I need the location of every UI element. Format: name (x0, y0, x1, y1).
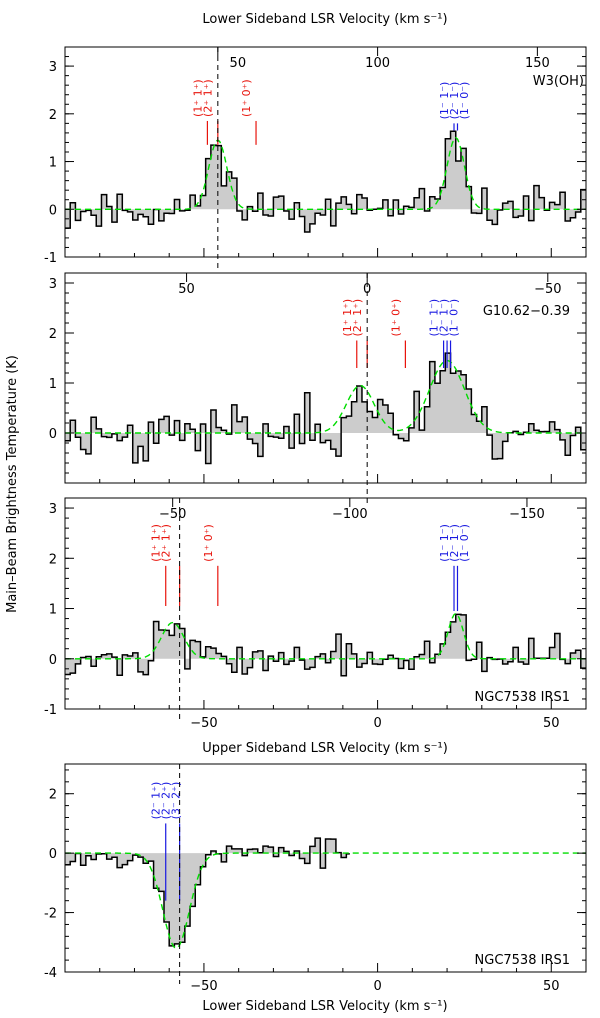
y-tick-label: 3 (49, 277, 57, 292)
y-tick-label: 1 (49, 156, 57, 171)
bottom-axis-label: Lower Sideband LSR Velocity (km s⁻¹) (202, 999, 447, 1014)
source-label: W3(OH) (533, 74, 584, 89)
fit-curve (65, 136, 586, 210)
y-tick-label: -1 (44, 251, 57, 266)
top-tick-label: −50 (159, 507, 186, 522)
y-tick-label: 3 (49, 502, 57, 517)
x-tick-label: 50 (543, 716, 560, 731)
top-tick-label: 50 (230, 56, 247, 71)
red-transition-label: (2⁺ 1⁺) (201, 79, 214, 117)
y-tick-label: 2 (49, 108, 57, 123)
spectrum-trace (65, 613, 586, 677)
red-transition-label: (1⁺ 0⁺) (389, 299, 402, 337)
top-tick-label: −50 (534, 282, 561, 297)
top-tick-label: 0 (363, 282, 371, 297)
y-tick-label: 0 (49, 653, 57, 668)
middle-axis-label: Upper Sideband LSR Velocity (km s⁻¹) (202, 741, 448, 756)
blue-transition-label: (2⁻ 1⁻) (448, 82, 461, 120)
panel-2: 0 1 2 3 50 0 −50 G10.62−0.39 (1⁺ 1⁺)(2⁺ 1⁺) (1⁺ 0… (49, 272, 587, 503)
y-tick-label: -4 (44, 966, 57, 981)
x-tick-label: 0 (373, 716, 381, 731)
x-tick-label: 0 (373, 979, 381, 994)
top-tick-label: 50 (178, 282, 195, 297)
y-tick-label: 1 (49, 377, 57, 392)
y-tick-label: 1 (49, 603, 57, 618)
spectrum-fill (65, 614, 586, 676)
spectrum-trace (65, 130, 586, 233)
x-tick-label: 50 (543, 979, 560, 994)
spectrum-trace (65, 837, 350, 947)
y-tick-label: -1 (44, 703, 57, 718)
x-tick-label: −50 (190, 716, 217, 731)
blue-transition-label: (1⁻ 1⁻) (438, 82, 451, 120)
panel-4: -4 -2 0 2 −50 0 50 NGC7538 IRS1 (2⁻ 1⁺)(2⁻ 2⁺)(3… (44, 763, 587, 994)
panel-frame (64, 497, 587, 710)
blue-transition-label: (2⁻ 2⁺) (160, 782, 173, 820)
panel-frame (64, 763, 587, 973)
y-axis-label: Main–Beam Brightness Temperature (K) (5, 355, 20, 613)
blue-transition-label: (1⁻ 0⁻) (448, 299, 461, 337)
y-tick-label: 0 (49, 847, 57, 862)
red-transition-label: (2⁺ 1⁺) (351, 299, 364, 337)
blue-transition-label: (2⁻ 1⁻) (438, 299, 451, 337)
spectrum-trace (65, 352, 586, 465)
panel-frame (64, 272, 587, 484)
y-tick-label: 2 (49, 788, 57, 803)
source-label: G10.62−0.39 (483, 304, 570, 319)
source-label: NGC7538 IRS1 (475, 953, 570, 968)
blue-transition-label: (1⁻ 1⁻) (438, 524, 451, 562)
panel-frame (64, 46, 587, 258)
red-transition-label: (1⁺ 1⁺) (150, 524, 163, 562)
blue-transition-label: (2⁻ 1⁺) (150, 782, 163, 820)
blue-transition-label: (2⁻ 1⁻) (448, 524, 461, 562)
blue-transition-label: (3⁻ 2⁺) (170, 782, 183, 820)
top-tick-label: 150 (525, 56, 550, 71)
x-tick-label: −50 (190, 979, 217, 994)
y-tick-label: 2 (49, 327, 57, 342)
fit-curve (65, 852, 586, 949)
y-tick-label: 0 (49, 203, 57, 218)
top-tick-label: −100 (332, 507, 368, 522)
top-tick-label: 100 (365, 56, 390, 71)
red-transition-label: (1⁺ 1⁺) (341, 299, 354, 337)
y-tick-label: 2 (49, 552, 57, 567)
red-transition-label: (1⁺ 0⁺) (202, 524, 215, 562)
red-transition-label: (1⁺ 1⁺) (191, 79, 204, 117)
y-tick-label: 0 (49, 427, 57, 442)
source-label: NGC7538 IRS1 (475, 690, 570, 705)
panel-1: -1 0 1 2 3 50 100 150 W3(OH) (1⁺ 1⁺)(2⁺ 1⁺) (1⁺ 0⁺… (44, 46, 587, 269)
red-transition-label: (2⁺ 1⁺) (160, 524, 173, 562)
red-transition-label: (1⁺ 0⁺) (240, 79, 253, 117)
y-tick-label: -2 (44, 907, 57, 922)
panel-3: -1 0 1 2 3 −50 0 50 −50 −100 −150 NGC7538 IRS1 (1⁺ 1… (44, 497, 587, 731)
blue-transition-label: (1⁻ 1⁻) (428, 299, 441, 337)
fit-curve (65, 359, 586, 434)
y-tick-label: 3 (49, 60, 57, 75)
blue-transition-label: (1⁻ 0⁻) (458, 82, 471, 120)
blue-transition-label: (1⁻ 0⁻) (458, 524, 471, 562)
fit-curve (65, 612, 586, 660)
top-tick-label: −150 (509, 507, 545, 522)
top-axis-label: Lower Sideband LSR Velocity (km s⁻¹) (202, 12, 447, 27)
